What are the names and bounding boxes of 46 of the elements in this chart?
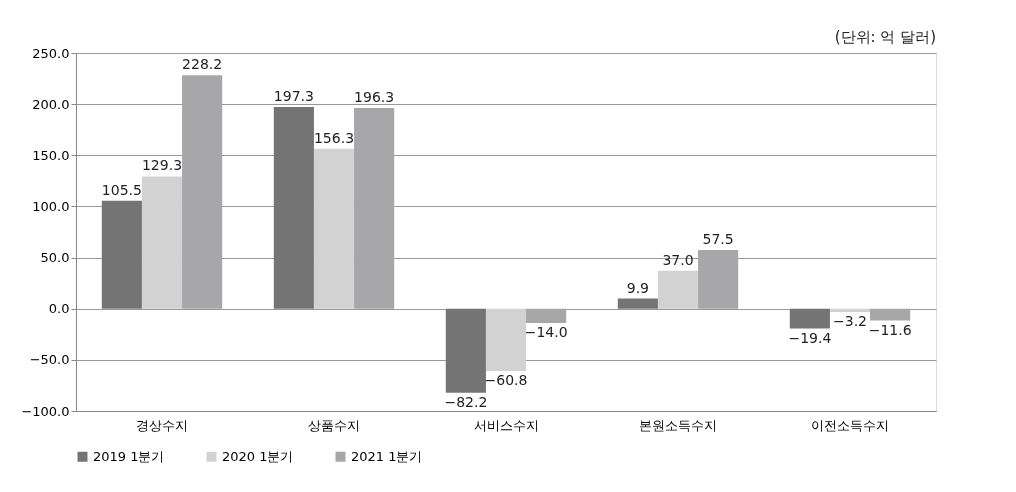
x-tick-label: 본원소득수지: [639, 417, 717, 433]
bar: [101, 200, 142, 309]
bar: [829, 308, 871, 312]
data-label: 37.0: [662, 251, 694, 268]
y-tick-label: 0.0: [48, 301, 70, 317]
y-tick-label: 200.0: [32, 96, 70, 112]
data-label: −3.2: [833, 312, 867, 329]
data-label: −19.4: [788, 329, 832, 346]
bar: [182, 75, 223, 309]
bar: [445, 308, 486, 393]
y-tick-label: −50.0: [29, 352, 70, 368]
data-label: −11.6: [868, 321, 912, 338]
data-label: −14.0: [524, 324, 568, 341]
legend-label: 2020 1분기: [222, 448, 294, 464]
data-label: 197.3: [273, 87, 314, 104]
data-label: 105.5: [101, 181, 142, 198]
bar: [354, 107, 395, 309]
data-label: 129.3: [141, 157, 183, 174]
y-tick-label: −100.0: [21, 403, 70, 419]
y-tick-label: 250.0: [32, 45, 70, 61]
y-tick-label: 100.0: [32, 198, 70, 214]
bar: [485, 308, 527, 371]
bar: [870, 308, 911, 321]
y-tick-label: 150.0: [32, 147, 70, 163]
bar: [141, 176, 183, 309]
data-label: 57.5: [702, 230, 734, 247]
x-tick-label: 이전소득수지: [811, 417, 889, 433]
bar: [657, 270, 699, 309]
x-tick-label: 경상수지: [136, 417, 188, 433]
data-label: 156.3: [313, 129, 355, 146]
bar: [617, 298, 658, 309]
data-label: 9.9: [626, 279, 649, 296]
bar: [526, 308, 567, 324]
bar: [273, 106, 314, 309]
bar: [313, 148, 355, 309]
x-tick-label: 상품수지: [308, 417, 360, 433]
data-label: 196.3: [354, 88, 395, 105]
text: (단위: 억 달러): [834, 28, 936, 46]
bar: [789, 308, 830, 329]
data-label: −82.2: [444, 393, 488, 410]
y-tick-label: 50.0: [40, 250, 70, 266]
legend-label: 2019 1분기: [93, 448, 165, 464]
legend-label: 2021 1분기: [351, 448, 423, 464]
bar: [698, 249, 739, 309]
x-tick-label: 서비스수지: [473, 417, 539, 433]
data-label: 228.2: [182, 56, 223, 73]
